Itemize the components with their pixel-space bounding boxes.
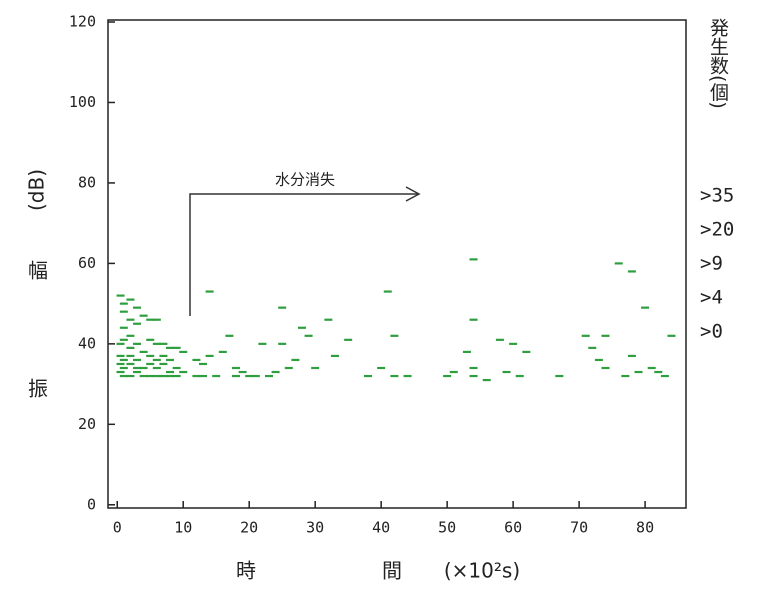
x-label: (×10²s) [444,559,520,583]
y-tick-label: 40 [78,334,96,352]
y-tick-label: 0 [87,495,96,513]
y-tick-label: 80 [78,173,96,191]
y-label: 振 [28,377,48,401]
x-tick-label: 70 [570,519,588,537]
x-tick-label: 20 [240,519,258,537]
y-tick-label: 120 [69,13,96,31]
x-tick-label: 10 [174,519,192,537]
x-label: 時 [236,559,256,583]
y-tick-label: 20 [78,415,96,433]
legend-entry: >9 [700,253,723,275]
x-tick-label: 30 [306,519,324,537]
legend-entry: >0 [700,321,723,343]
y-label: (dB) [25,169,49,211]
legend-title: 発生数(個) [707,18,729,109]
arrow-head [405,186,421,202]
x-tick-label: 80 [636,519,654,537]
y-label: 幅 [28,259,48,283]
x-tick-label: 40 [372,519,390,537]
plot-frame [107,19,687,509]
x-tick-label: 0 [113,519,122,537]
y-tick-label: 100 [69,93,96,111]
legend-entry: >35 [700,185,734,207]
arrow [189,193,418,316]
legend-entry: >20 [700,219,734,241]
legend-entry: >4 [700,287,723,309]
x-tick-label: 60 [504,519,522,537]
y-tick-label: 60 [78,254,96,272]
x-label: 間 [382,559,402,583]
annotation: 水分消失 [275,171,335,189]
x-tick-label: 50 [438,519,456,537]
